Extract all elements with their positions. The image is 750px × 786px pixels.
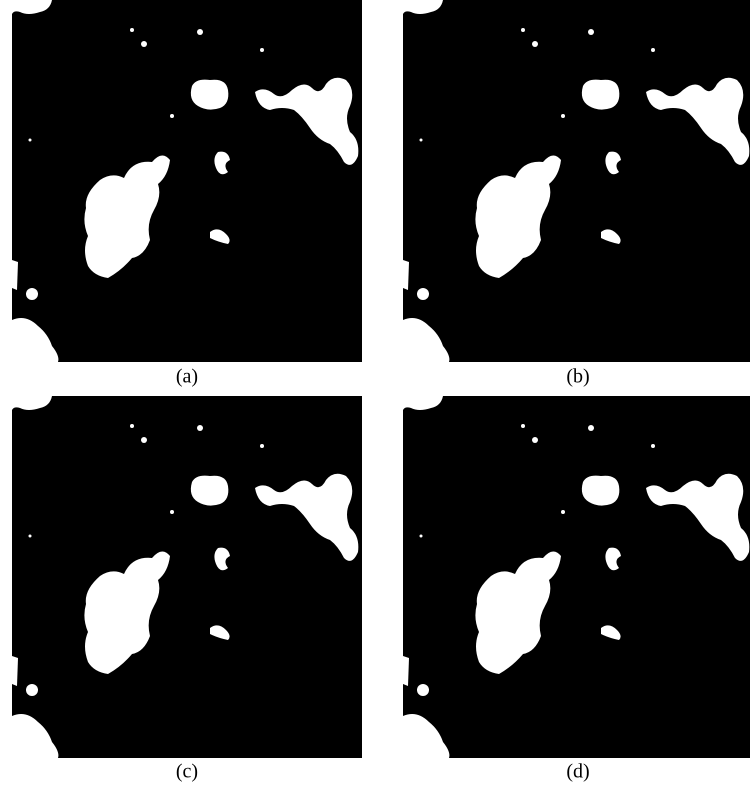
image-c [12,396,362,758]
caption: (a) [176,366,198,388]
image-a [12,0,362,362]
caption: (b) [566,366,589,388]
image-b [403,0,750,362]
image-d [403,396,750,758]
caption: (c) [176,761,198,783]
caption: (d) [566,761,589,783]
figure: (a) (b) (c) (d) [0,0,750,786]
